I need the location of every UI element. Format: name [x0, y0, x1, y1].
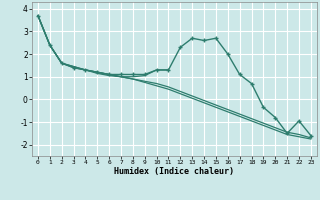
X-axis label: Humidex (Indice chaleur): Humidex (Indice chaleur)	[115, 167, 234, 176]
